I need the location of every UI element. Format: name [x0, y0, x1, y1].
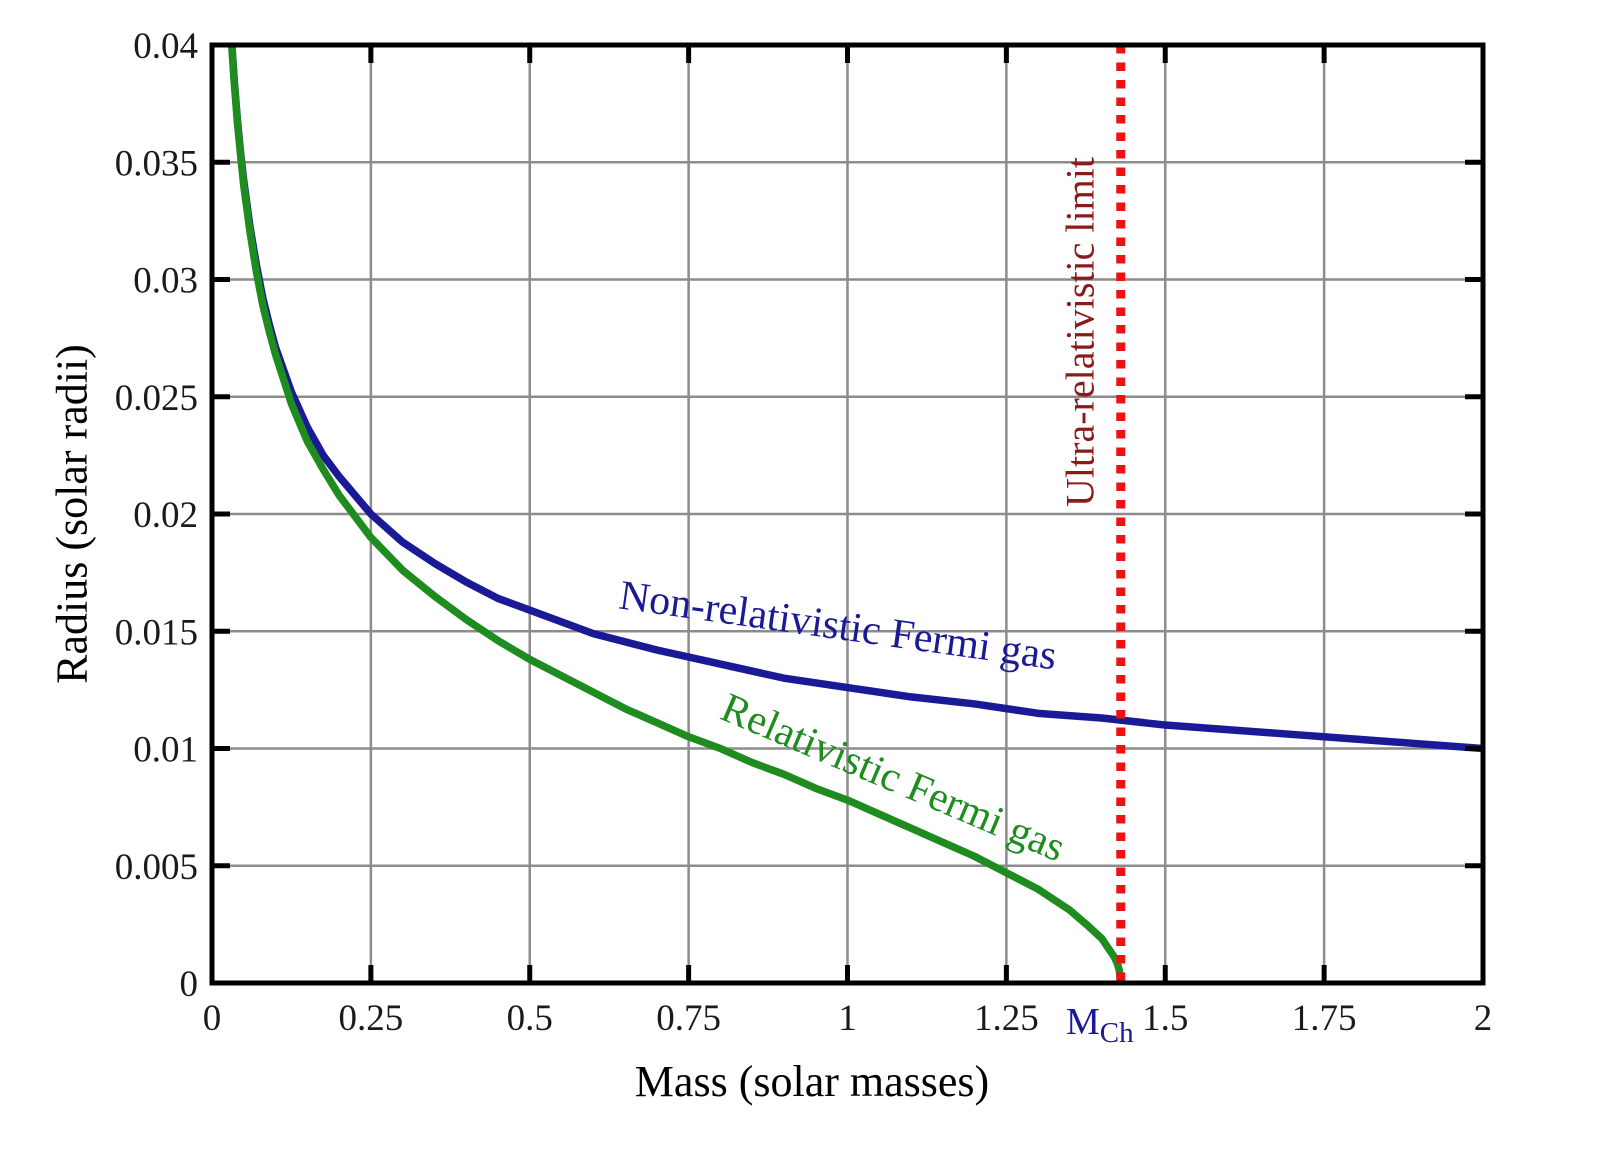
- x-tick-label: 2: [1474, 998, 1493, 1039]
- chandrasekhar-mass-symbol: M: [1066, 1001, 1100, 1043]
- y-tick-label: 0: [180, 964, 199, 1005]
- y-tick-label: 0.005: [115, 847, 198, 888]
- y-tick-label: 0.035: [115, 143, 198, 184]
- y-tick-label: 0.04: [133, 26, 198, 67]
- chandrasekhar-mass-subscript: Ch: [1099, 1017, 1134, 1049]
- x-tick-label: 1: [838, 998, 857, 1039]
- chandrasekhar-mass-label: MCh: [1066, 1000, 1134, 1050]
- y-tick-label: 0.01: [133, 730, 198, 771]
- y-tick-label: 0.025: [115, 378, 198, 419]
- ultra-relativistic-limit-label: Ultra-relativistic limit: [1057, 157, 1103, 507]
- y-tick-label: 0.02: [133, 495, 198, 536]
- x-tick-label: 0.25: [339, 998, 404, 1039]
- x-tick-label: 1.75: [1292, 998, 1357, 1039]
- x-tick-label: 1.5: [1142, 998, 1188, 1039]
- x-tick-label: 0.75: [656, 998, 721, 1039]
- x-tick-label: 0: [203, 998, 222, 1039]
- x-tick-label: 1.25: [974, 998, 1039, 1039]
- relativistic-fermi-gas-curve: [228, 45, 1125, 983]
- y-tick-label: 0.015: [115, 612, 198, 653]
- y-tick-label: 0.03: [133, 261, 198, 302]
- x-axis-title: Mass (solar masses): [634, 1057, 990, 1106]
- x-tick-label: 0.5: [507, 998, 553, 1039]
- y-axis-title: Radius (solar radii): [47, 344, 97, 684]
- plot-border: [209, 42, 1486, 986]
